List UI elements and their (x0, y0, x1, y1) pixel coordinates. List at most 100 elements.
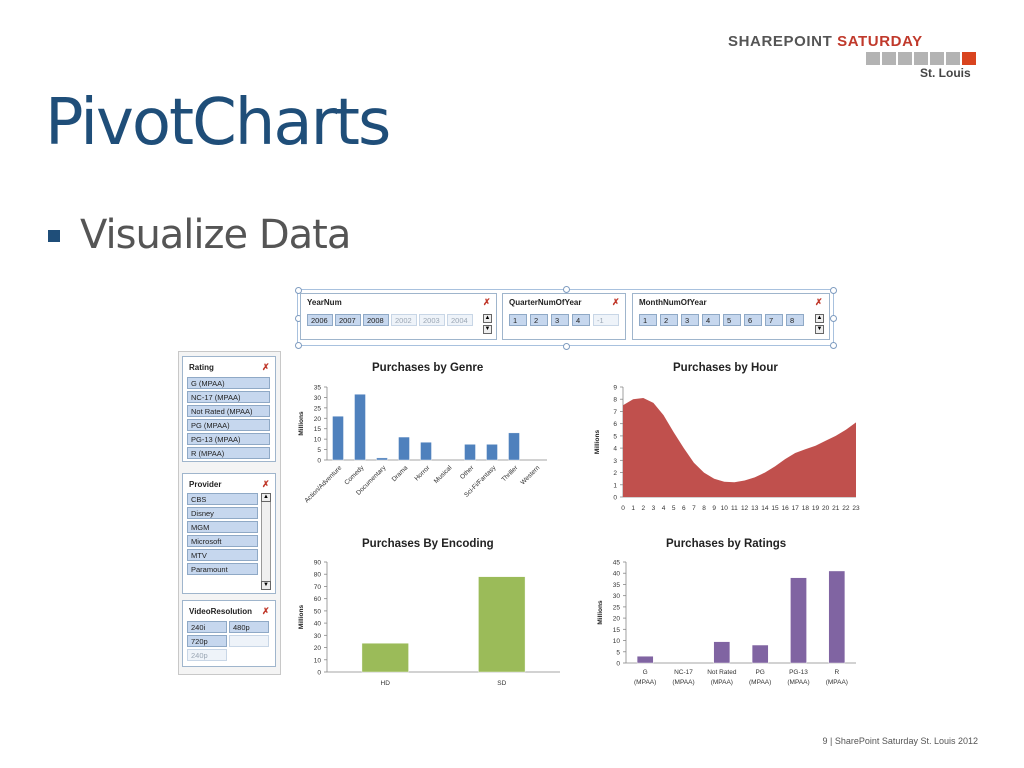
slicer-item[interactable] (229, 635, 269, 647)
logo-square-accent (962, 52, 976, 65)
slicer-item[interactable]: MTV (187, 549, 258, 561)
y-tick-label: 0 (317, 670, 321, 677)
x-tick-label: (MPAA) (672, 679, 694, 686)
slicer-item[interactable]: 480p (229, 621, 269, 633)
x-tick-label: 6 (682, 505, 686, 512)
clear-filter-icon[interactable]: ✗ (262, 362, 270, 372)
x-tick-label: NC-17 (674, 669, 693, 676)
slicer-item[interactable]: 2008 (363, 314, 389, 326)
scroll-up-icon[interactable]: ▲ (483, 314, 492, 323)
y-tick-label: 30 (613, 593, 621, 600)
slicer-item[interactable]: Paramount (187, 563, 258, 575)
scroll-down-icon[interactable]: ▼ (261, 581, 271, 590)
slicer-item[interactable]: 8 (786, 314, 804, 326)
slicer-item[interactable]: 6 (744, 314, 762, 326)
clear-filter-icon[interactable]: ✗ (483, 297, 491, 307)
y-tick-label: 8 (613, 397, 617, 404)
bullet-icon (48, 230, 60, 242)
area-series (623, 398, 856, 497)
slicer-item[interactable]: 3 (681, 314, 699, 326)
slicer-item[interactable]: 4 (572, 314, 590, 326)
bar (828, 570, 846, 664)
y-tick-label: 40 (314, 621, 322, 628)
slicer-item[interactable]: 720p (187, 635, 227, 647)
y-tick-label: 40 (613, 571, 621, 578)
x-tick-label: 10 (721, 505, 729, 512)
y-tick-label: 7 (613, 409, 617, 416)
slicer-item[interactable]: 240p (187, 649, 227, 661)
slicer-title: MonthNumOfYear (639, 298, 707, 307)
selection-handle[interactable] (295, 342, 302, 349)
bar (376, 457, 388, 461)
bar (508, 432, 520, 461)
slicer-item[interactable]: 2006 (307, 314, 333, 326)
chart-title-ratings: Purchases by Ratings (666, 538, 787, 550)
y-tick-label: 6 (613, 421, 617, 428)
x-tick-label: Thriller (500, 464, 520, 484)
x-tick-label: Horror (413, 464, 432, 483)
clear-filter-icon[interactable]: ✗ (815, 297, 823, 307)
slicer-title: Provider (189, 480, 222, 489)
slicer-item[interactable]: 7 (765, 314, 783, 326)
x-tick-label: (MPAA) (711, 679, 733, 686)
selection-handle[interactable] (563, 286, 570, 293)
slicer-item[interactable]: G (MPAA) (187, 377, 270, 389)
x-tick-label: 9 (712, 505, 716, 512)
x-tick-label: PG (755, 669, 764, 676)
y-tick-label: 30 (314, 633, 322, 640)
slicer-item[interactable]: 2007 (335, 314, 361, 326)
slicer-item[interactable]: 2003 (419, 314, 445, 326)
selection-handle[interactable] (563, 343, 570, 350)
slicer-yearnum: YearNum ✗ 2006 2007 2008 2002 2003 2004 … (300, 293, 497, 340)
slicer-item[interactable]: 5 (723, 314, 741, 326)
slicer-item[interactable]: 240i (187, 621, 227, 633)
slicer-item[interactable]: 2004 (447, 314, 473, 326)
scroll-up-icon[interactable]: ▲ (815, 314, 824, 323)
x-tick-label: 1 (631, 505, 635, 512)
selection-handle[interactable] (295, 287, 302, 294)
clear-filter-icon[interactable]: ✗ (262, 479, 270, 489)
slicer-item[interactable]: 1 (639, 314, 657, 326)
x-tick-label: 15 (771, 505, 779, 512)
slicer-item[interactable]: R (MPAA) (187, 447, 270, 459)
slicer-item[interactable]: Disney (187, 507, 258, 519)
slicer-item[interactable]: PG-13 (MPAA) (187, 433, 270, 445)
slicer-item[interactable]: NC-17 (MPAA) (187, 391, 270, 403)
scroll-up-icon[interactable]: ▲ (261, 493, 271, 502)
slicer-item[interactable]: PG (MPAA) (187, 419, 270, 431)
slicer-item[interactable]: MGM (187, 521, 258, 533)
y-tick-label: 30 (314, 395, 322, 402)
slicer-item[interactable]: Not Rated (MPAA) (187, 405, 270, 417)
slicer-item[interactable]: CBS (187, 493, 258, 505)
selection-handle[interactable] (830, 342, 837, 349)
scroll-down-icon[interactable]: ▼ (815, 325, 824, 334)
slicer-item[interactable]: 3 (551, 314, 569, 326)
slicer-item[interactable]: 2002 (391, 314, 417, 326)
x-tick-label: 5 (672, 505, 676, 512)
selection-handle[interactable] (830, 315, 837, 322)
x-tick-label: 11 (731, 505, 738, 512)
x-tick-label: (MPAA) (749, 679, 771, 686)
y-tick-label: 2 (613, 470, 617, 477)
clear-filter-icon[interactable]: ✗ (262, 606, 270, 616)
slicer-item[interactable]: 2 (660, 314, 678, 326)
x-tick-label: 2 (641, 505, 645, 512)
bar (790, 577, 807, 664)
slicer-item[interactable]: 1 (509, 314, 527, 326)
slicer-item[interactable]: -1 (593, 314, 619, 326)
scroll-down-icon[interactable]: ▼ (483, 325, 492, 334)
slide-footer: 9 | SharePoint Saturday St. Louis 2012 (822, 736, 978, 746)
selection-handle[interactable] (830, 287, 837, 294)
chart-title-hour: Purchases by Hour (673, 362, 778, 374)
slicer-quarter: QuarterNumOfYear ✗ 1 2 3 4 -1 (502, 293, 626, 340)
slicer-month: MonthNumOfYear ✗ 1 2 3 4 5 6 7 8 ▲ ▼ (632, 293, 830, 340)
y-tick-label: 5 (616, 649, 620, 656)
slicer-item[interactable]: 2 (530, 314, 548, 326)
clear-filter-icon[interactable]: ✗ (612, 297, 620, 307)
x-tick-label: 8 (702, 505, 706, 512)
bar (751, 644, 769, 664)
x-tick-label: 13 (751, 505, 759, 512)
slicer-item[interactable]: 4 (702, 314, 720, 326)
slicer-title: QuarterNumOfYear (509, 298, 582, 307)
slicer-item[interactable]: Microsoft (187, 535, 258, 547)
